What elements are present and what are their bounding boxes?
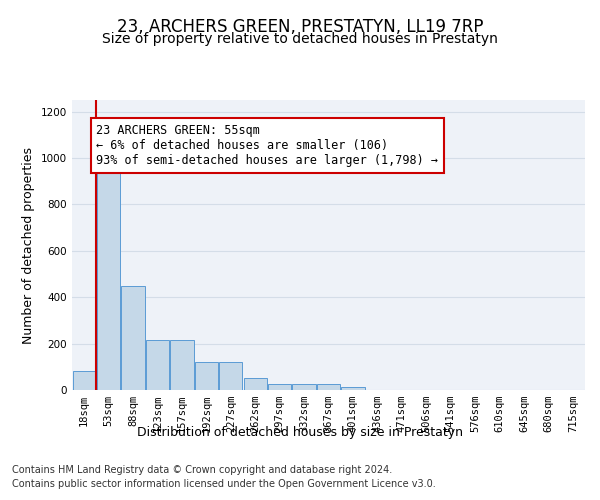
Text: 23 ARCHERS GREEN: 55sqm
← 6% of detached houses are smaller (106)
93% of semi-de: 23 ARCHERS GREEN: 55sqm ← 6% of detached… [97, 124, 439, 168]
Text: Contains public sector information licensed under the Open Government Licence v3: Contains public sector information licen… [12, 479, 436, 489]
Bar [292, 384, 316, 390]
Bar [73, 372, 96, 390]
Bar [244, 378, 267, 390]
Text: Contains HM Land Registry data © Crown copyright and database right 2024.: Contains HM Land Registry data © Crown c… [12, 465, 392, 475]
Bar [268, 384, 291, 390]
Text: Size of property relative to detached houses in Prestatyn: Size of property relative to detached ho… [102, 32, 498, 46]
Bar [97, 164, 120, 390]
Bar [195, 362, 218, 390]
Text: 23, ARCHERS GREEN, PRESTATYN, LL19 7RP: 23, ARCHERS GREEN, PRESTATYN, LL19 7RP [117, 18, 483, 36]
Bar [219, 362, 242, 390]
Bar [121, 286, 145, 390]
Bar [341, 386, 365, 390]
Bar [317, 384, 340, 390]
Text: Distribution of detached houses by size in Prestatyn: Distribution of detached houses by size … [137, 426, 463, 439]
Y-axis label: Number of detached properties: Number of detached properties [22, 146, 35, 344]
Bar [170, 340, 194, 390]
Bar [146, 340, 169, 390]
